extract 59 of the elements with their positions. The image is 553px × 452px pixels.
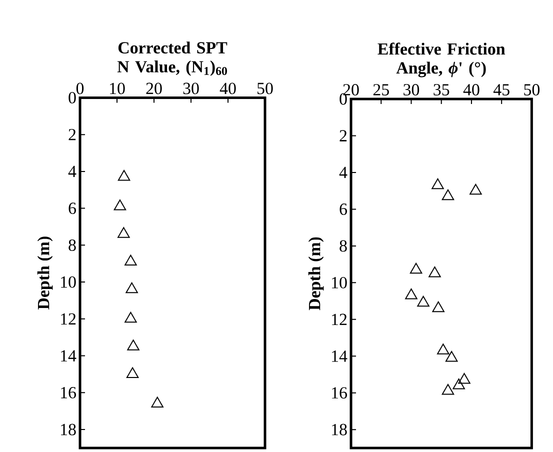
y-tick-label: 16	[61, 386, 76, 398]
point	[114, 199, 126, 210]
point	[442, 189, 454, 200]
y-tick-label: 18	[61, 424, 76, 436]
point	[442, 384, 454, 395]
point	[124, 254, 137, 266]
x-axis-title: Effective Friction Angle, ϕ' (°)	[378, 42, 506, 78]
y-tick-label: 14	[61, 350, 76, 362]
point	[118, 170, 130, 181]
point	[118, 227, 130, 238]
x-tick-label: 0	[76, 82, 84, 94]
x-tick-label: 50	[258, 82, 273, 94]
y-tick-label: 10	[332, 276, 347, 288]
x-tick-label: 10	[110, 82, 125, 94]
y-tick-label: 18	[332, 424, 347, 436]
y-tick-label: 0	[340, 93, 347, 105]
point	[126, 282, 138, 294]
point	[452, 378, 465, 390]
x-tick-label: 50	[524, 84, 540, 96]
point	[445, 350, 458, 362]
point	[126, 367, 139, 378]
x-tick-label: 30	[183, 82, 199, 94]
y-tick-label: 2	[340, 130, 347, 142]
point	[458, 373, 470, 384]
y-tick-label: 4	[68, 166, 76, 178]
y-tick-label: 12	[332, 314, 347, 326]
x-tick-label: 40	[220, 82, 236, 94]
y-tick-label: 12	[61, 313, 76, 325]
point	[127, 340, 140, 350]
point	[405, 288, 418, 300]
y-tick-label: 6	[340, 204, 347, 215]
x-tick-label: 25	[373, 84, 389, 96]
x-axis-title: Corrected SPT N Value, (N$_{1}$)$_{60}$	[117, 42, 228, 76]
point	[470, 184, 482, 195]
x-tick-label: 35	[434, 84, 450, 96]
point	[124, 312, 137, 323]
y-tick-label: 4	[339, 166, 348, 178]
point	[151, 396, 164, 408]
y-tick-label: 16	[332, 387, 347, 399]
x-tick-label: 45	[493, 84, 510, 96]
x-tick-label: 30	[404, 84, 420, 96]
point	[432, 301, 444, 312]
x-tick-label: 20	[343, 84, 359, 96]
point	[428, 266, 441, 278]
y-axis-title: Depth (m)	[308, 237, 324, 310]
point	[437, 344, 450, 354]
y-tick-label: 6	[68, 202, 76, 214]
y-tick-label: 8	[68, 239, 76, 251]
y-tick-label: 8	[340, 240, 347, 252]
y-tick-label: 14	[332, 350, 348, 362]
y-tick-label: 2	[68, 128, 76, 140]
point	[410, 262, 422, 274]
point	[432, 178, 444, 190]
y-tick-label: 0	[68, 92, 76, 104]
x-tick-label: 40	[463, 84, 480, 96]
y-axis-title: Depth (m)	[37, 236, 53, 310]
point	[417, 296, 430, 307]
y-tick-label: 10	[61, 276, 76, 288]
x-tick-label: 20	[146, 82, 162, 94]
